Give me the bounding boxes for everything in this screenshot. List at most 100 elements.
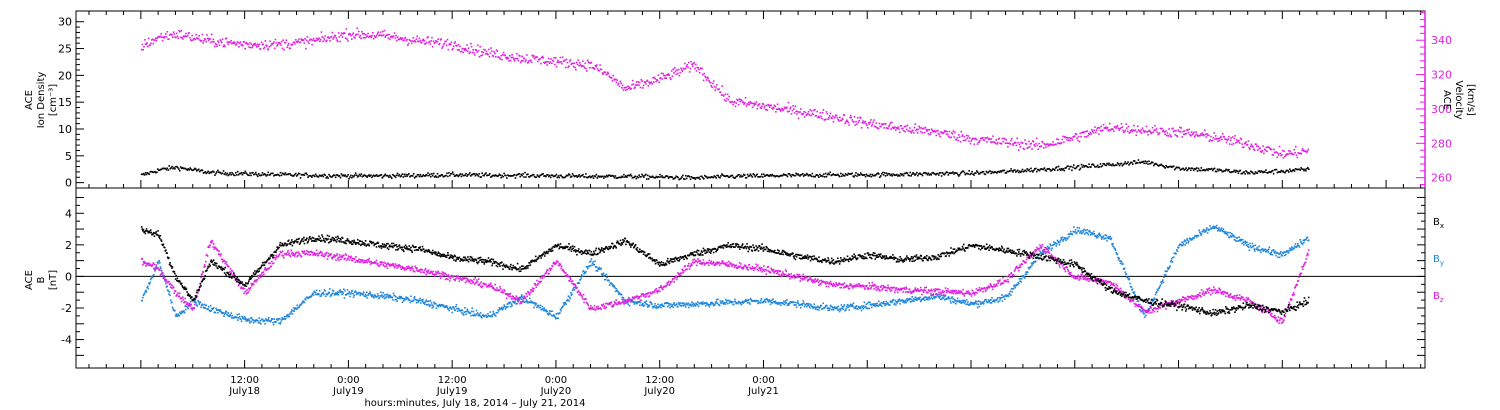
data-point bbox=[797, 117, 800, 120]
data-point bbox=[412, 175, 414, 177]
data-point bbox=[448, 43, 450, 46]
data-point bbox=[971, 138, 973, 141]
data-point bbox=[566, 61, 569, 64]
data-point bbox=[506, 177, 508, 179]
data-point bbox=[915, 173, 917, 175]
data-point bbox=[953, 301, 955, 304]
data-point bbox=[746, 299, 748, 302]
data-point bbox=[393, 35, 395, 37]
data-point bbox=[1283, 254, 1286, 257]
data-point bbox=[983, 139, 986, 141]
data-point bbox=[409, 301, 412, 304]
data-point bbox=[802, 173, 804, 175]
data-point bbox=[148, 283, 151, 285]
data-point bbox=[1060, 142, 1063, 144]
data-point bbox=[1114, 249, 1117, 252]
data-point bbox=[835, 114, 838, 117]
data-point bbox=[287, 314, 290, 316]
data-point bbox=[1137, 300, 1140, 303]
data-point bbox=[164, 167, 167, 170]
data-point bbox=[701, 175, 703, 178]
data-point bbox=[264, 318, 267, 320]
data-point bbox=[1035, 167, 1037, 170]
data-point bbox=[253, 44, 256, 46]
data-point bbox=[1129, 282, 1131, 285]
data-point bbox=[184, 35, 186, 37]
data-point bbox=[561, 62, 563, 65]
data-point bbox=[947, 296, 950, 298]
data-point bbox=[919, 300, 922, 303]
data-point bbox=[838, 308, 840, 311]
data-point bbox=[971, 170, 973, 173]
data-point bbox=[1058, 168, 1061, 170]
data-point bbox=[352, 296, 355, 299]
data-point bbox=[1154, 293, 1157, 296]
data-point bbox=[1279, 152, 1282, 155]
data-point bbox=[617, 291, 619, 293]
data-point bbox=[146, 42, 148, 44]
data-point bbox=[504, 174, 506, 177]
data-point bbox=[1294, 168, 1297, 170]
data-point bbox=[1247, 140, 1250, 142]
data-point bbox=[230, 39, 232, 42]
data-point bbox=[1041, 253, 1043, 255]
data-point bbox=[142, 264, 144, 266]
data-point bbox=[1239, 238, 1242, 241]
data-point bbox=[1213, 132, 1215, 134]
data-point bbox=[856, 308, 859, 311]
data-point bbox=[404, 175, 406, 178]
data-point bbox=[1290, 248, 1292, 250]
data-point bbox=[548, 310, 551, 312]
data-point bbox=[504, 305, 506, 308]
data-point bbox=[1017, 171, 1020, 174]
data-point bbox=[875, 173, 877, 176]
data-point bbox=[1059, 239, 1062, 242]
data-point bbox=[450, 173, 452, 175]
data-point bbox=[426, 300, 429, 303]
data-point bbox=[1060, 237, 1062, 239]
data-point bbox=[388, 176, 390, 178]
data-point bbox=[683, 68, 685, 70]
data-point bbox=[457, 44, 460, 46]
data-point bbox=[1297, 168, 1300, 171]
data-point bbox=[870, 306, 873, 309]
data-point bbox=[1293, 247, 1295, 250]
data-point bbox=[316, 37, 318, 40]
data-point bbox=[611, 285, 614, 287]
data-point bbox=[435, 40, 437, 42]
data-point bbox=[949, 297, 951, 300]
data-point bbox=[287, 253, 290, 256]
data-point bbox=[939, 295, 941, 298]
data-point bbox=[712, 176, 715, 179]
data-point bbox=[302, 39, 305, 41]
data-point bbox=[1171, 166, 1173, 168]
data-point bbox=[338, 290, 341, 292]
data-point bbox=[820, 175, 822, 177]
data-point bbox=[1131, 161, 1133, 164]
data-point bbox=[189, 37, 191, 39]
data-point bbox=[1142, 160, 1145, 163]
data-point bbox=[827, 309, 829, 312]
data-point bbox=[373, 296, 375, 299]
data-point bbox=[1238, 236, 1240, 238]
data-point bbox=[1235, 139, 1238, 141]
data-point bbox=[496, 311, 499, 314]
data-point bbox=[885, 172, 888, 174]
data-point bbox=[1260, 151, 1263, 153]
data-point bbox=[1162, 165, 1165, 167]
data-point bbox=[640, 304, 643, 307]
data-point bbox=[571, 173, 574, 175]
data-point bbox=[670, 176, 673, 178]
data-point bbox=[1066, 139, 1068, 141]
data-point bbox=[979, 301, 981, 303]
data-point bbox=[636, 302, 638, 305]
data-point bbox=[979, 171, 982, 174]
data-point bbox=[214, 174, 216, 176]
data-point bbox=[335, 254, 338, 257]
data-point bbox=[664, 74, 667, 77]
data-point bbox=[220, 310, 222, 313]
data-point bbox=[1095, 131, 1097, 134]
data-point bbox=[974, 301, 976, 304]
data-point bbox=[582, 60, 584, 62]
data-point bbox=[1018, 282, 1020, 285]
